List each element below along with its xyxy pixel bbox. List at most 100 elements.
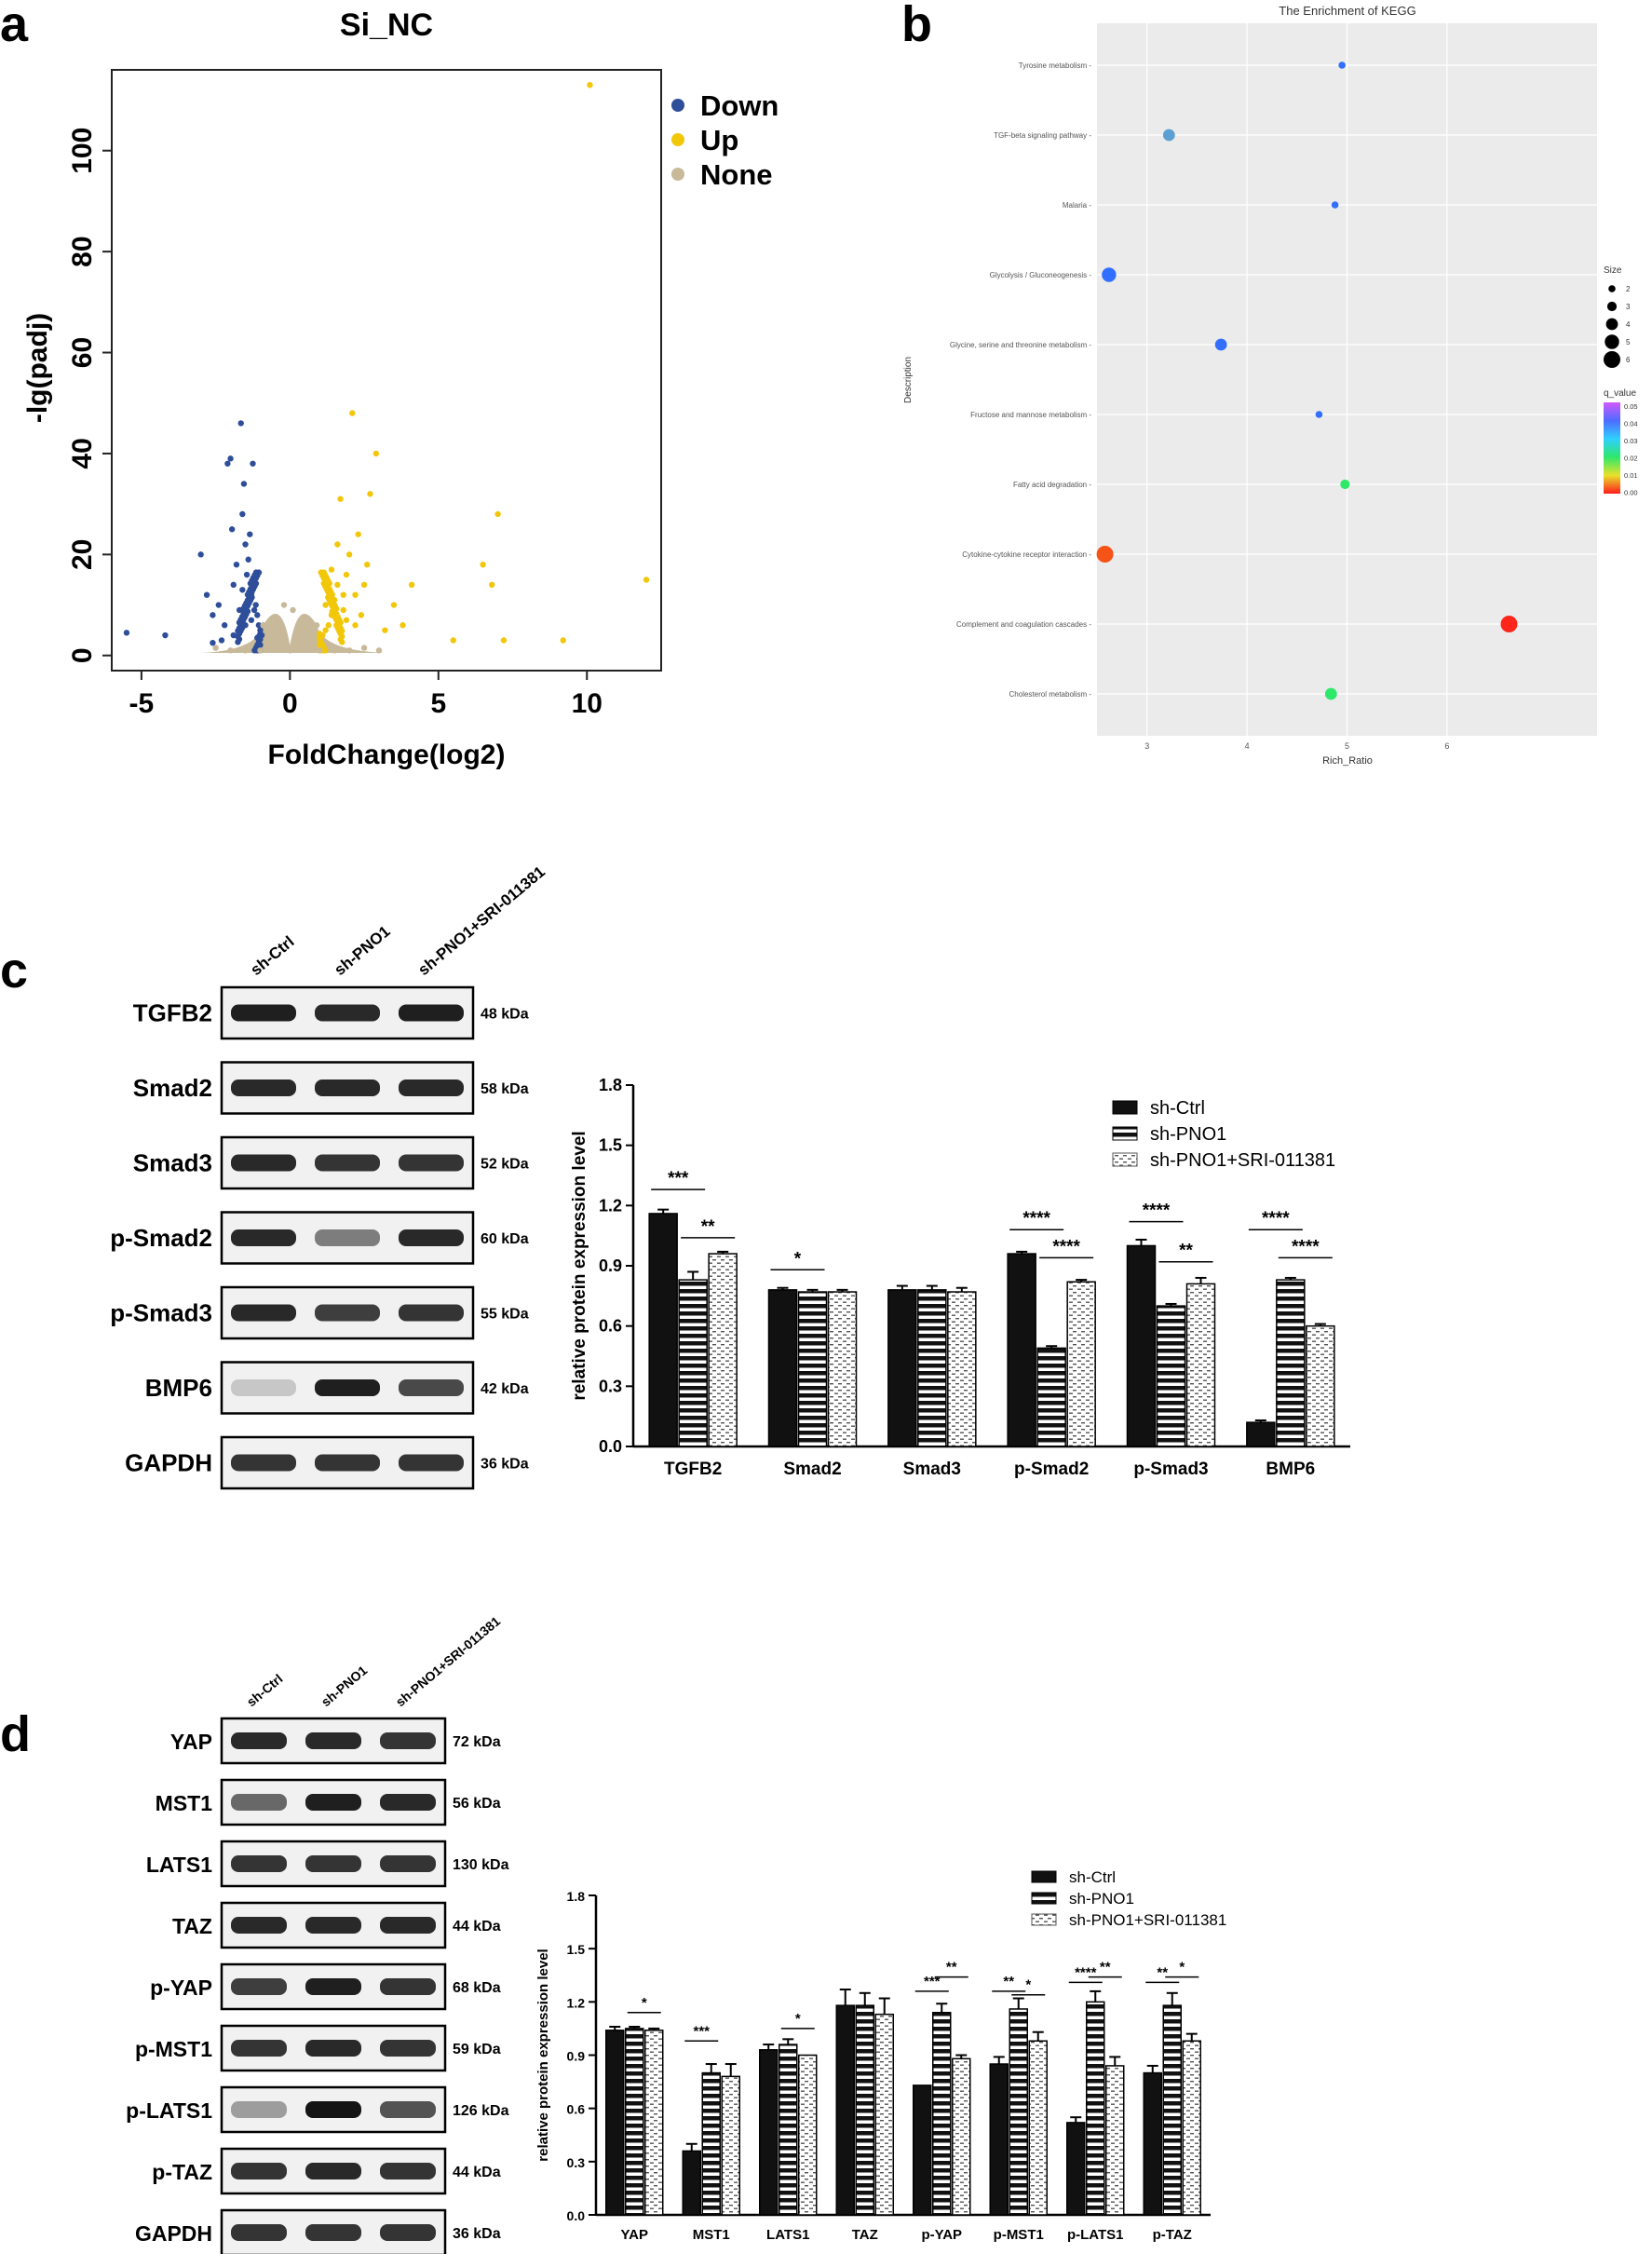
bar-category-label: p-MST1 bbox=[994, 2227, 1044, 2243]
volcano-point-down bbox=[239, 510, 246, 518]
volcano-point-down bbox=[250, 460, 256, 467]
volcano-point-down bbox=[236, 619, 243, 626]
volcano-point-up bbox=[325, 622, 332, 629]
volcano-point-up bbox=[349, 410, 356, 416]
size-legend-dot bbox=[1606, 301, 1618, 312]
significance-label: * bbox=[642, 1995, 647, 2011]
bar-sh-pno1 bbox=[1036, 1347, 1066, 1447]
bar-sh-pno1-sri-011381 bbox=[1105, 2065, 1125, 2216]
blot-row-label: BMP6 bbox=[145, 1374, 212, 1402]
volcano-point-up bbox=[390, 602, 398, 608]
bar-chart-c: 0.0 0.3 0.6 0.9 1.2 1.5 1.8 relative protein ex… bbox=[570, 1076, 1350, 1479]
bar-sh-ctrl bbox=[913, 2084, 932, 2216]
legend-down-dot bbox=[671, 99, 684, 112]
volcano-point-down bbox=[210, 639, 216, 646]
volcano-point-down bbox=[245, 556, 251, 563]
size-legend-dot bbox=[1605, 334, 1619, 349]
bar-sh-pno1-sri-011381 bbox=[721, 2075, 740, 2216]
blot-row-label: Smad2 bbox=[133, 1074, 212, 1102]
volcano-point-up bbox=[358, 612, 365, 618]
kegg-point bbox=[1102, 267, 1117, 282]
volcano-point-up bbox=[372, 450, 380, 457]
blot-lane-label: sh-Ctrl bbox=[244, 1671, 286, 1709]
bar-y-tick-label: 1.8 bbox=[599, 1076, 622, 1094]
blot-kda-label: 130 kDa bbox=[453, 1857, 509, 1873]
volcano-point-down bbox=[197, 551, 204, 558]
blot-kda-label: 58 kDa bbox=[481, 1081, 529, 1097]
bar-category-label: TGFB2 bbox=[664, 1460, 722, 1479]
blot-band bbox=[399, 1004, 464, 1022]
blot-band bbox=[380, 2224, 436, 2241]
panel-label-c: c bbox=[0, 943, 28, 998]
blot-kda-label: 68 kDa bbox=[453, 1980, 501, 1996]
significance-label: **** bbox=[1143, 1202, 1171, 1221]
bar-y-label: relative protein expression level bbox=[570, 1131, 589, 1400]
volcano-point-up bbox=[339, 628, 345, 634]
volcano-y-tick-label: 0 bbox=[67, 647, 98, 663]
volcano-plot-area bbox=[111, 69, 662, 672]
legend-swatch bbox=[1031, 1870, 1057, 1883]
blot-row-label: p-MST1 bbox=[135, 2037, 212, 2061]
volcano-point-down bbox=[247, 531, 253, 537]
size-legend-label: 3 bbox=[1626, 303, 1631, 311]
bar-sh-pno1 bbox=[625, 2028, 644, 2216]
volcano-point-up bbox=[450, 637, 456, 644]
volcano-point-up bbox=[334, 581, 341, 589]
volcano-y-tick-label: 60 bbox=[67, 337, 98, 368]
volcano-point-down bbox=[251, 606, 258, 614]
legend-swatch bbox=[1112, 1152, 1138, 1167]
bar-category-label: p-TAZ bbox=[1153, 2227, 1192, 2243]
blot-band bbox=[305, 1855, 361, 1872]
blot-band bbox=[305, 2101, 361, 2118]
volcano-y-tick-label: 40 bbox=[67, 438, 98, 468]
bar-category-label: LATS1 bbox=[766, 2227, 809, 2243]
volcano-point-up bbox=[343, 571, 350, 578]
blot-kda-label: 48 kDa bbox=[481, 1007, 529, 1023]
volcano-point-none bbox=[260, 622, 266, 629]
bar-sh-pno1 bbox=[1156, 1305, 1186, 1447]
blot-row-label: p-Smad2 bbox=[110, 1224, 212, 1252]
blot-lane-label: sh-PNO1 bbox=[331, 922, 393, 979]
volcano-point-up bbox=[494, 510, 501, 518]
volcano-point-up bbox=[352, 591, 359, 598]
blot-band bbox=[231, 1079, 296, 1096]
volcano-point-none bbox=[290, 606, 296, 614]
volcano-point-down bbox=[244, 591, 251, 598]
volcano-y-tick-label: 20 bbox=[67, 539, 98, 570]
bar-category-label: YAP bbox=[621, 2227, 648, 2243]
volcano-point-down bbox=[233, 561, 240, 568]
bar-y-tick-label: 1.5 bbox=[567, 1942, 586, 1957]
volcano-point-up bbox=[328, 566, 335, 573]
bar-sh-ctrl bbox=[887, 1289, 917, 1447]
volcano-point-down bbox=[221, 622, 228, 629]
volcano-point-none bbox=[375, 647, 383, 654]
bar-category-label: BMP6 bbox=[1266, 1460, 1315, 1479]
kegg-x-tick-label: 3 bbox=[1144, 741, 1149, 751]
blot-band bbox=[380, 1794, 436, 1811]
blot-band bbox=[399, 1304, 464, 1322]
blot-kda-label: 44 kDa bbox=[453, 2165, 501, 2180]
volcano-point-down bbox=[252, 602, 259, 608]
volcano-point-down bbox=[255, 622, 263, 629]
volcano-point-none bbox=[257, 647, 264, 654]
blot-kda-label: 42 kDa bbox=[481, 1381, 529, 1397]
volcano-point-down bbox=[162, 631, 169, 639]
legend-down-label: Down bbox=[700, 89, 779, 122]
volcano-point-up bbox=[340, 591, 346, 598]
kegg-term-label: Malaria - bbox=[1063, 201, 1091, 210]
volcano-point-up bbox=[587, 82, 593, 88]
bar-sh-pno1 bbox=[797, 1291, 828, 1447]
kegg-term-label: Cytokine-cytokine receptor interaction - bbox=[962, 550, 1091, 559]
volcano-point-none bbox=[307, 627, 314, 633]
blot-band bbox=[231, 2040, 287, 2057]
volcano-point-up bbox=[355, 531, 361, 537]
volcano-point-down bbox=[237, 420, 244, 427]
volcano-x-tick-label: 10 bbox=[572, 688, 603, 719]
blot-band bbox=[315, 1229, 380, 1246]
bar-category-label: TAZ bbox=[852, 2227, 878, 2243]
volcano-point-down bbox=[123, 630, 130, 636]
volcano-y-label: -lg(padj) bbox=[22, 313, 53, 423]
bar-sh-ctrl bbox=[1246, 1421, 1276, 1447]
blot-row-label: YAP bbox=[170, 1730, 212, 1754]
qvalue-legend-tick: 0.05 bbox=[1624, 402, 1638, 411]
